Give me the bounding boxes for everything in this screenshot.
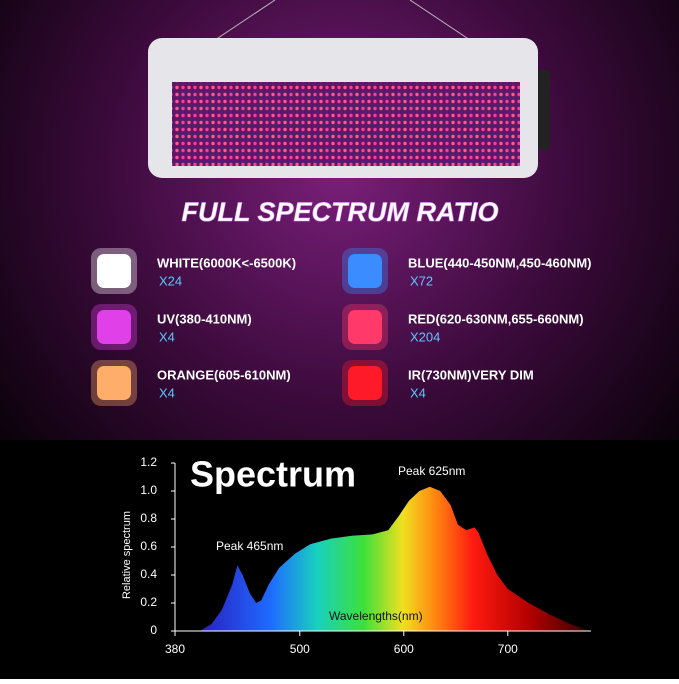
title: FULL SPECTRUM RATIO xyxy=(182,197,499,227)
lamp xyxy=(148,0,550,178)
legend-count: X204 xyxy=(410,329,440,344)
chart-title: Spectrum xyxy=(190,454,356,495)
legend-name: UV(380-410NM) xyxy=(157,311,252,326)
y-tick-label: 0.2 xyxy=(140,595,157,609)
annotation: Peak 625nm xyxy=(398,464,465,478)
x-tick-label: 700 xyxy=(498,642,518,656)
x-label: Wavelengths(nm) xyxy=(329,609,423,623)
legend-icon xyxy=(97,366,131,400)
y-tick-label: 1.0 xyxy=(140,483,157,497)
x-tick-label: 600 xyxy=(394,642,414,656)
x-tick-label: 380 xyxy=(165,642,185,656)
y-tick-label: 0.8 xyxy=(140,511,157,525)
legend-name: WHITE(6000K<-6500K) xyxy=(157,255,296,270)
y-tick-label: 1.2 xyxy=(140,455,157,469)
y-tick-label: 0.4 xyxy=(140,567,157,581)
legend-icon xyxy=(97,310,131,344)
legend-count: X4 xyxy=(159,385,175,400)
legend-icon xyxy=(348,366,382,400)
y-label: Relative spectrum xyxy=(121,511,133,599)
legend-name: RED(620-630NM,655-660NM) xyxy=(408,311,584,326)
annotation: Peak 465nm xyxy=(216,539,283,553)
y-tick-label: 0.6 xyxy=(140,539,157,553)
legend-name: IR(730NM)VERY DIM xyxy=(408,367,534,382)
legend-count: X24 xyxy=(159,273,182,288)
legend-icon xyxy=(97,254,131,288)
x-tick-label: 500 xyxy=(290,642,310,656)
legend-name: ORANGE(605-610NM) xyxy=(157,367,291,382)
y-tick-label: 0 xyxy=(150,623,157,637)
legend-count: X4 xyxy=(410,385,426,400)
legend-count: X72 xyxy=(410,273,433,288)
legend-icon xyxy=(348,254,382,288)
legend-count: X4 xyxy=(159,329,175,344)
legend-icon xyxy=(348,310,382,344)
spectrum-area xyxy=(199,486,590,631)
legend-name: BLUE(440-450NM,450-460NM) xyxy=(408,255,592,270)
